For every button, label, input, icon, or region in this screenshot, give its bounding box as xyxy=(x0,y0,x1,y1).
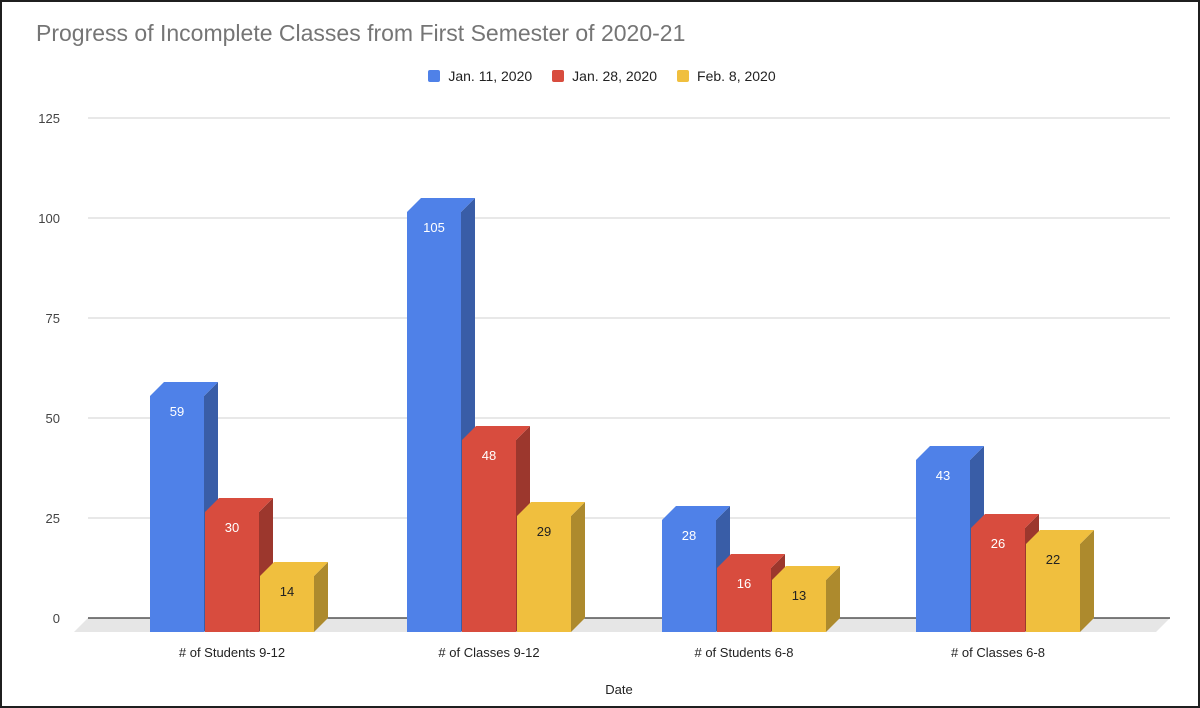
bar-jan-11-2020-of-students-9-12 xyxy=(150,396,204,632)
data-label: 105 xyxy=(423,220,445,235)
y-tick-label: 125 xyxy=(38,111,60,126)
legend-label: Jan. 11, 2020 xyxy=(448,68,533,84)
data-label: 26 xyxy=(991,536,1005,551)
x-tick-label: # of Students 6-8 xyxy=(694,645,793,660)
bar-top xyxy=(772,566,840,580)
data-label: 22 xyxy=(1046,552,1060,567)
data-label: 43 xyxy=(936,468,950,483)
x-tick-label: # of Classes 9-12 xyxy=(438,645,539,660)
bar-jan-11-2020-of-classes-9-12 xyxy=(407,212,461,632)
y-tick-label: 50 xyxy=(46,411,60,426)
bar-jan-28-2020-of-students-9-12 xyxy=(205,512,259,632)
legend-item-feb-8-2020: Feb. 8, 2020 xyxy=(677,68,776,84)
data-label: 28 xyxy=(682,528,696,543)
bar-top xyxy=(150,382,218,396)
bar-top xyxy=(260,562,328,576)
bar-jan-11-2020-of-students-6-8 xyxy=(662,520,716,632)
data-label: 13 xyxy=(792,588,806,603)
legend-swatch xyxy=(677,70,690,82)
bar-top xyxy=(662,506,730,520)
bar-top xyxy=(1026,530,1094,544)
legend-label: Feb. 8, 2020 xyxy=(697,68,776,84)
y-tick-label: 0 xyxy=(53,611,60,626)
bar-top xyxy=(971,514,1039,528)
bar-feb-8-2020-of-classes-9-12 xyxy=(517,516,571,632)
bar-side xyxy=(571,502,585,632)
bar-side xyxy=(314,562,328,632)
legend-item-jan-11-2020: Jan. 11, 2020 xyxy=(428,68,532,84)
data-label: 59 xyxy=(170,404,184,419)
bar-jan-28-2020-of-students-6-8 xyxy=(717,568,771,632)
bar-top xyxy=(407,198,475,212)
x-tick-label: # of Students 9-12 xyxy=(179,645,285,660)
data-label: 14 xyxy=(280,584,294,599)
data-label: 30 xyxy=(225,520,239,535)
y-tick-label: 75 xyxy=(46,311,60,326)
data-label: 48 xyxy=(482,448,496,463)
bar-side xyxy=(826,566,840,632)
chart-title: Progress of Incomplete Classes from Firs… xyxy=(36,20,686,46)
legend-item-jan-28-2020: Jan. 28, 2020 xyxy=(552,68,657,84)
bar-side xyxy=(1080,530,1094,632)
chart-floor xyxy=(74,618,1170,632)
data-label: 16 xyxy=(737,576,751,591)
bar-top xyxy=(916,446,984,460)
data-label: 29 xyxy=(537,524,551,539)
y-tick-label: 25 xyxy=(46,511,60,526)
y-tick-label: 100 xyxy=(38,211,60,226)
legend-label: Jan. 28, 2020 xyxy=(572,68,658,84)
x-axis-title: Date xyxy=(605,682,632,697)
bar-top xyxy=(717,554,785,568)
bar-feb-8-2020-of-students-9-12 xyxy=(260,576,314,632)
bar-jan-28-2020-of-classes-9-12 xyxy=(462,440,516,632)
bar-top xyxy=(462,426,530,440)
x-tick-label: # of Classes 6-8 xyxy=(951,645,1045,660)
legend-swatch xyxy=(428,70,441,82)
bar-jan-28-2020-of-classes-6-8 xyxy=(971,528,1025,632)
legend-swatch xyxy=(552,70,565,82)
bar-feb-8-2020-of-classes-6-8 xyxy=(1026,544,1080,632)
chart-legend: Jan. 11, 2020 Jan. 28, 2020 Feb. 8, 2020 xyxy=(2,68,1200,84)
bar-feb-8-2020-of-students-6-8 xyxy=(772,580,826,632)
bar-top xyxy=(517,502,585,516)
bar-top xyxy=(205,498,273,512)
bar-jan-11-2020-of-classes-6-8 xyxy=(916,460,970,632)
